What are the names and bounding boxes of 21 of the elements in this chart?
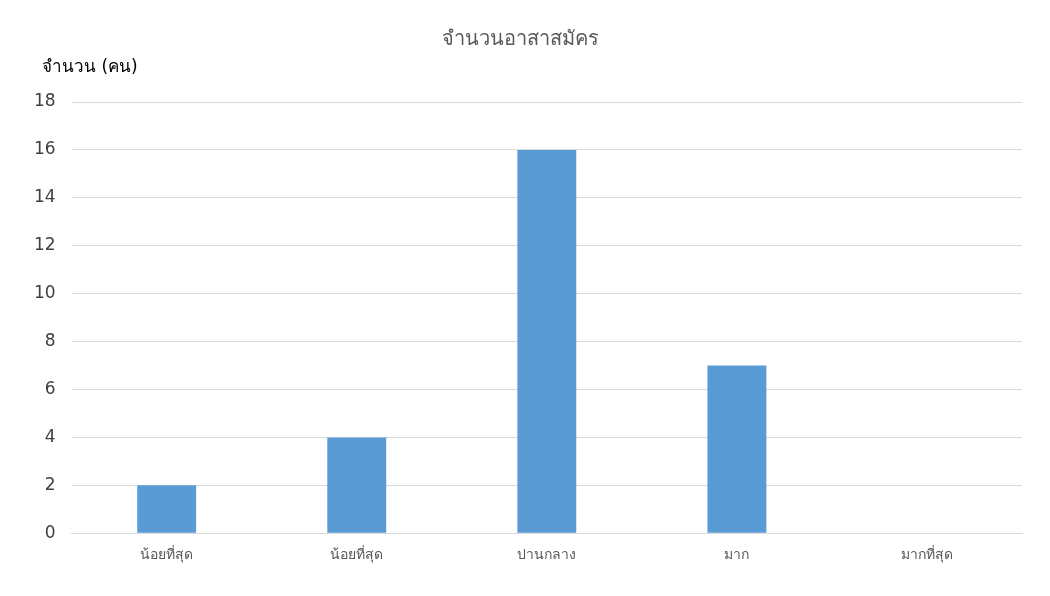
bar: [707, 365, 767, 533]
x-tick-label: น้อยที่สุด: [140, 545, 194, 564]
x-tick-label: ปานกลาง: [517, 546, 577, 563]
y-tick-label: 14: [33, 186, 56, 207]
x-tick-label: น้อยที่สุด: [330, 545, 384, 564]
y-tick-label: 6: [44, 377, 56, 398]
y-tick-label: 10: [33, 282, 56, 303]
y-axis-title: จำนวน (คน): [42, 56, 138, 77]
x-tick-label: มากที่สุด: [900, 545, 953, 564]
y-tick-label: 4: [44, 425, 56, 446]
y-tick-label: 2: [44, 473, 56, 494]
x-tick-label: มาก: [724, 546, 750, 563]
bar: [517, 149, 577, 533]
bar: [137, 485, 197, 533]
bar: [327, 437, 387, 533]
y-tick-label: 0: [44, 521, 56, 542]
y-tick-label: 12: [33, 234, 56, 255]
y-tick-label: 8: [44, 329, 56, 350]
y-tick-label: 16: [33, 138, 56, 159]
chart-title: จำนวนอาสาสมัคร: [441, 26, 599, 51]
y-tick-label: 18: [33, 90, 56, 111]
